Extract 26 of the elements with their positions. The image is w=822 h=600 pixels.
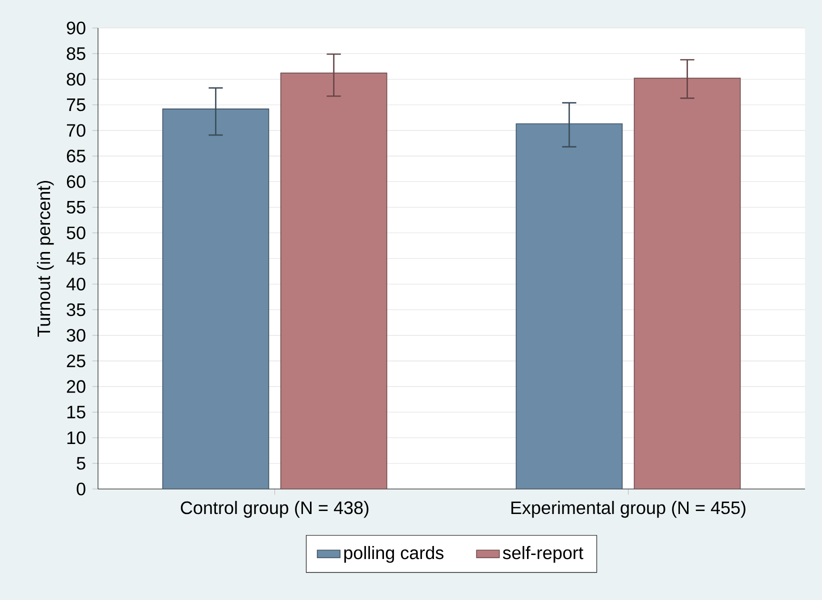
bar [516,123,623,489]
x-tick-label: Control group (N = 438) [180,500,368,518]
y-tick-label: 10 [67,431,86,444]
legend-label: self-report [502,546,584,563]
y-tick-label: 15 [67,406,86,418]
y-tick-label: 25 [66,354,86,368]
x-tick-label: Experimental group (N = 455) [511,500,746,518]
bar [162,108,270,489]
y-tick-label: 70 [66,124,86,137]
y-tick-label: 0 [76,482,86,496]
y-tick-label: 65 [66,150,86,162]
y-tick-label: 5 [76,457,86,470]
y-axis-title: Turnout (in percent) [36,180,54,337]
y-tick-label: 55 [66,201,86,214]
y-tick-label: 85 [66,47,86,60]
y-tick-label: 50 [66,226,86,240]
y-tick-label: 80 [66,72,86,86]
y-tick-label: 35 [66,303,86,316]
y-tick-label: 60 [66,175,86,188]
y-tick-label: 20 [66,380,86,393]
y-tick-label: 45 [66,252,86,265]
y-tick-label: 75 [66,98,86,112]
y-tick-label: 30 [66,328,86,342]
legend-label: polling cards [344,546,444,563]
y-tick-label: 90 [66,22,86,34]
y-tick-label: 40 [66,278,86,290]
